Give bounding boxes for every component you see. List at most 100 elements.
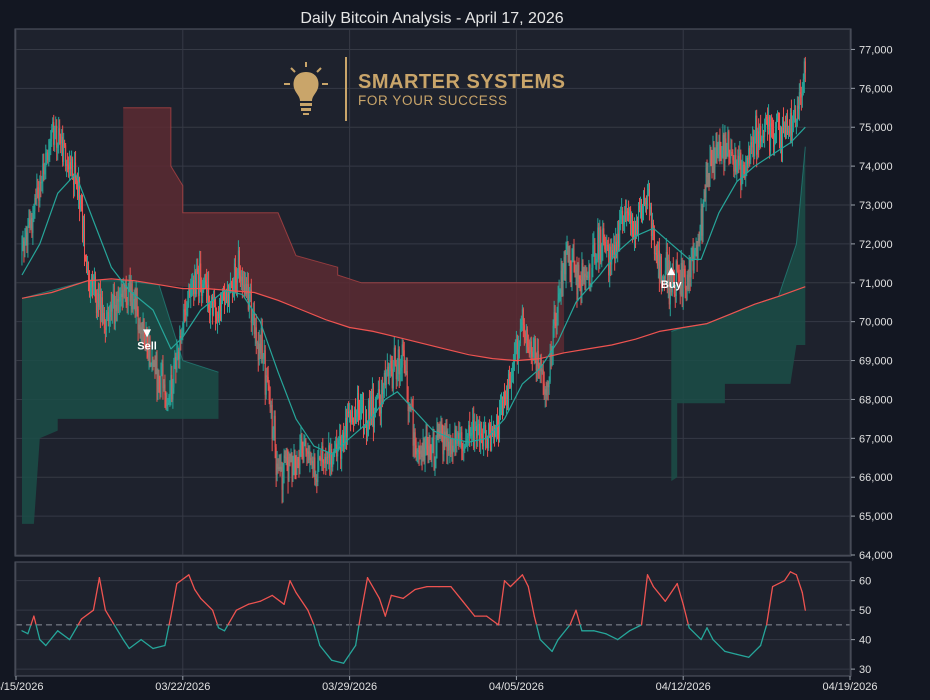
candle-body (255, 327, 257, 344)
candle-body (92, 285, 94, 287)
candle-body (44, 167, 46, 175)
candle-body (378, 389, 380, 404)
candle-body (602, 228, 604, 248)
candle-body (802, 79, 804, 93)
candle-body (398, 349, 400, 375)
oscillator-segment (646, 574, 655, 588)
candle-body (108, 316, 110, 321)
candle-body (471, 433, 473, 436)
candle-body (351, 410, 353, 422)
candle-body (797, 105, 799, 109)
date-tick-label: 04/19/2026 (822, 681, 877, 693)
candle-body (56, 125, 58, 148)
candle-body (217, 314, 219, 321)
candle-body (719, 140, 721, 156)
candle-body (647, 189, 649, 194)
candle-body (782, 120, 784, 128)
candle-body (366, 426, 368, 432)
candle-body (403, 350, 405, 366)
candle-body (495, 433, 497, 436)
candle-body (701, 208, 703, 236)
candle-body (640, 201, 642, 209)
candle-body (698, 238, 700, 244)
candle-body (268, 384, 270, 400)
candle-body (550, 351, 552, 356)
oscillator-segment (688, 627, 702, 641)
candle-body (720, 155, 722, 158)
candle-body (658, 250, 660, 280)
candle-body (285, 457, 287, 459)
candle-body (560, 270, 562, 294)
candle-body (575, 269, 577, 273)
candle-body (239, 275, 241, 282)
candle-body (39, 181, 41, 201)
candle-body (525, 329, 527, 341)
logo-divider (345, 57, 347, 121)
oscillator-segment (789, 571, 798, 576)
candle-body (190, 288, 192, 297)
candle-body (679, 277, 681, 295)
candle-body (707, 175, 709, 177)
candle-body (432, 438, 434, 452)
candle-body (485, 425, 487, 440)
candle-body (154, 362, 156, 370)
candle-body (362, 398, 364, 405)
candle-body (53, 122, 55, 145)
candle-body (408, 406, 410, 411)
candle-body (338, 440, 340, 445)
candle-body (582, 263, 584, 281)
candle-body (104, 327, 106, 331)
candle-body (729, 157, 731, 159)
oscillator-segment (307, 609, 315, 626)
candle-body (376, 394, 378, 398)
candle-body (324, 457, 326, 464)
oscillator-segment (605, 633, 619, 641)
candle-body (453, 448, 455, 451)
candle-body (116, 299, 118, 311)
candle-body (388, 371, 390, 376)
candle-body (777, 119, 779, 121)
candle-body (745, 167, 747, 178)
candle-body (390, 360, 392, 369)
candle-body (368, 401, 370, 416)
candle-body (182, 322, 184, 332)
candle-body (706, 167, 708, 177)
candle-body (475, 426, 477, 428)
candle-body (153, 362, 155, 366)
oscillator-segment (227, 609, 238, 626)
candle-body (328, 445, 330, 458)
candle-body (101, 297, 103, 323)
bear-zone-edge (123, 107, 565, 284)
candle-body (573, 248, 575, 271)
candle-body (413, 432, 415, 446)
candle-body (192, 280, 194, 287)
candle-body (771, 123, 773, 128)
candle-body (147, 346, 149, 358)
candle-body (783, 125, 785, 128)
candle-body (259, 343, 261, 354)
candle-body (759, 125, 761, 148)
candle-body (754, 135, 756, 157)
candle-body (113, 294, 115, 324)
candle-body (233, 263, 235, 290)
candle-body (199, 263, 201, 296)
candle-body (63, 143, 65, 162)
candle-body (391, 368, 393, 389)
candle-body (607, 244, 609, 246)
candle-body (45, 152, 47, 168)
oscillator-segment (30, 615, 35, 626)
candle-body (168, 395, 170, 403)
candle-body (142, 320, 144, 334)
candle-body (64, 143, 66, 146)
oscillator-segment (21, 630, 29, 635)
candle-body (654, 253, 656, 254)
candle-body (608, 245, 610, 276)
candle-body (627, 211, 629, 213)
oscillator-segment (795, 574, 803, 594)
candle-body (151, 360, 153, 365)
candle-body (753, 137, 755, 157)
candle-body (559, 293, 561, 294)
candle-body (472, 419, 474, 434)
candle-body (673, 271, 675, 294)
